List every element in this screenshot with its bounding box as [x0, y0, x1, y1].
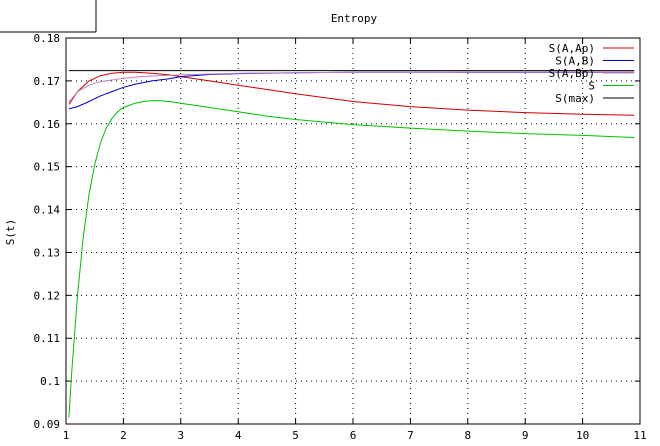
x-tick-label: 9 [522, 429, 529, 442]
x-tick-label: 6 [350, 429, 357, 442]
y-tick-label: 0.13 [34, 246, 61, 259]
legend-label: S(A,B) [555, 55, 595, 68]
x-tick-label: 8 [464, 429, 471, 442]
y-tick-label: 0.15 [34, 161, 61, 174]
y-tick-label: 0.16 [34, 118, 61, 131]
x-tick-label: 7 [407, 429, 414, 442]
legend-label: S(A,Ap) [549, 42, 595, 55]
legend-label: S(A,Bp) [549, 67, 595, 80]
plot-frame [65, 37, 641, 425]
y-tick-label: 0.11 [34, 332, 61, 345]
x-tick-label: 11 [633, 429, 646, 442]
y-tick-label: 0.12 [34, 289, 61, 302]
legend: S(A,Ap)S(A,B)S(A,Bp)SS(max) [549, 42, 634, 105]
x-tick-label: 5 [292, 429, 299, 442]
grid [66, 38, 640, 424]
axis-ticks: 1 2 3 4 5 6 7 8 9 10 11 0.09 0.1 0.11 0.12 0.13 0.14 0.15… [34, 32, 647, 442]
legend-label: S(max) [555, 92, 595, 105]
y-tick-label: 0.17 [34, 75, 61, 88]
series-line-0 [68, 71, 635, 116]
y-axis-label: S(t) [4, 219, 17, 246]
y-tick-label: 0.14 [34, 204, 61, 217]
y-tick-label: 0.1 [40, 375, 60, 388]
y-tick-label: 0.18 [34, 32, 61, 45]
series-line-2 [68, 71, 635, 103]
x-tick-label: 10 [576, 429, 589, 442]
x-tick-label: 1 [63, 429, 70, 442]
x-tick-label: 2 [120, 429, 127, 442]
legend-label: S [588, 80, 595, 93]
series-line-3 [68, 100, 635, 418]
x-tick-label: 4 [235, 429, 242, 442]
series-lines [68, 70, 635, 418]
y-tick-label: 0.09 [34, 418, 61, 431]
x-tick-label: 3 [177, 429, 184, 442]
chart-title: Entropy [331, 12, 378, 25]
